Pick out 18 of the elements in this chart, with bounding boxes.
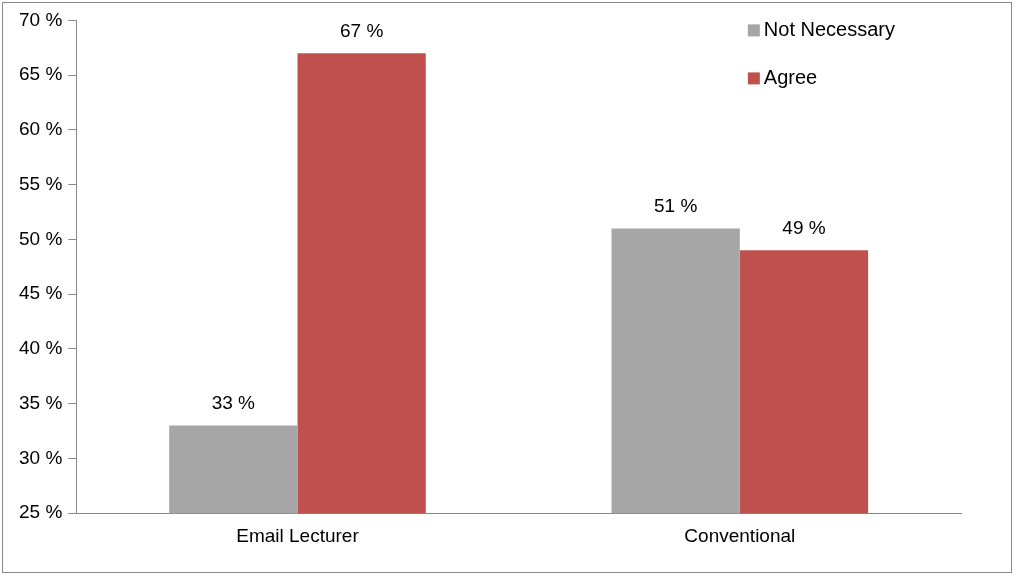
- data-label: 51 %: [654, 195, 698, 217]
- data-label: 49 %: [782, 217, 826, 239]
- legend-label: Not Necessary: [763, 17, 895, 40]
- y-tick-label: 50 %: [18, 227, 63, 249]
- legend-label: Agree: [763, 65, 818, 88]
- y-tick-label: 55 %: [18, 172, 63, 194]
- x-tick-label: Email Lecturer: [236, 524, 360, 546]
- y-tick-label: 60 %: [18, 118, 63, 140]
- x-tick-label: Conventional: [684, 524, 796, 546]
- data-label: 67 %: [339, 19, 384, 41]
- y-tick-label: 25 %: [18, 501, 63, 523]
- y-tick-label: 35 %: [18, 391, 63, 413]
- y-tick-label: 45 %: [18, 282, 63, 304]
- y-tick-label: 65 %: [18, 63, 63, 85]
- y-tick-label: 70 %: [18, 8, 63, 30]
- y-tick-label: 40 %: [18, 337, 63, 359]
- y-tick-label: 30 %: [18, 446, 63, 468]
- data-label: 33 %: [211, 392, 256, 414]
